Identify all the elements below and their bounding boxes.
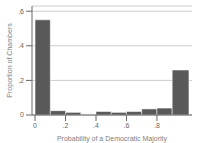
svg-text:.2: .2 (18, 77, 24, 84)
svg-text:.8: .8 (154, 122, 160, 129)
svg-text:.2: .2 (63, 122, 69, 129)
svg-text:.4: .4 (93, 122, 99, 129)
svg-text:.6: .6 (18, 8, 24, 15)
svg-text:Probability of a Democratic Ma: Probability of a Democratic Majority (57, 135, 168, 143)
svg-text:.6: .6 (124, 122, 130, 129)
svg-text:0: 0 (33, 122, 37, 129)
svg-text:0: 0 (20, 111, 24, 118)
svg-text:.4: .4 (18, 42, 24, 49)
svg-text:Proportion of Chambers: Proportion of Chambers (8, 23, 14, 98)
